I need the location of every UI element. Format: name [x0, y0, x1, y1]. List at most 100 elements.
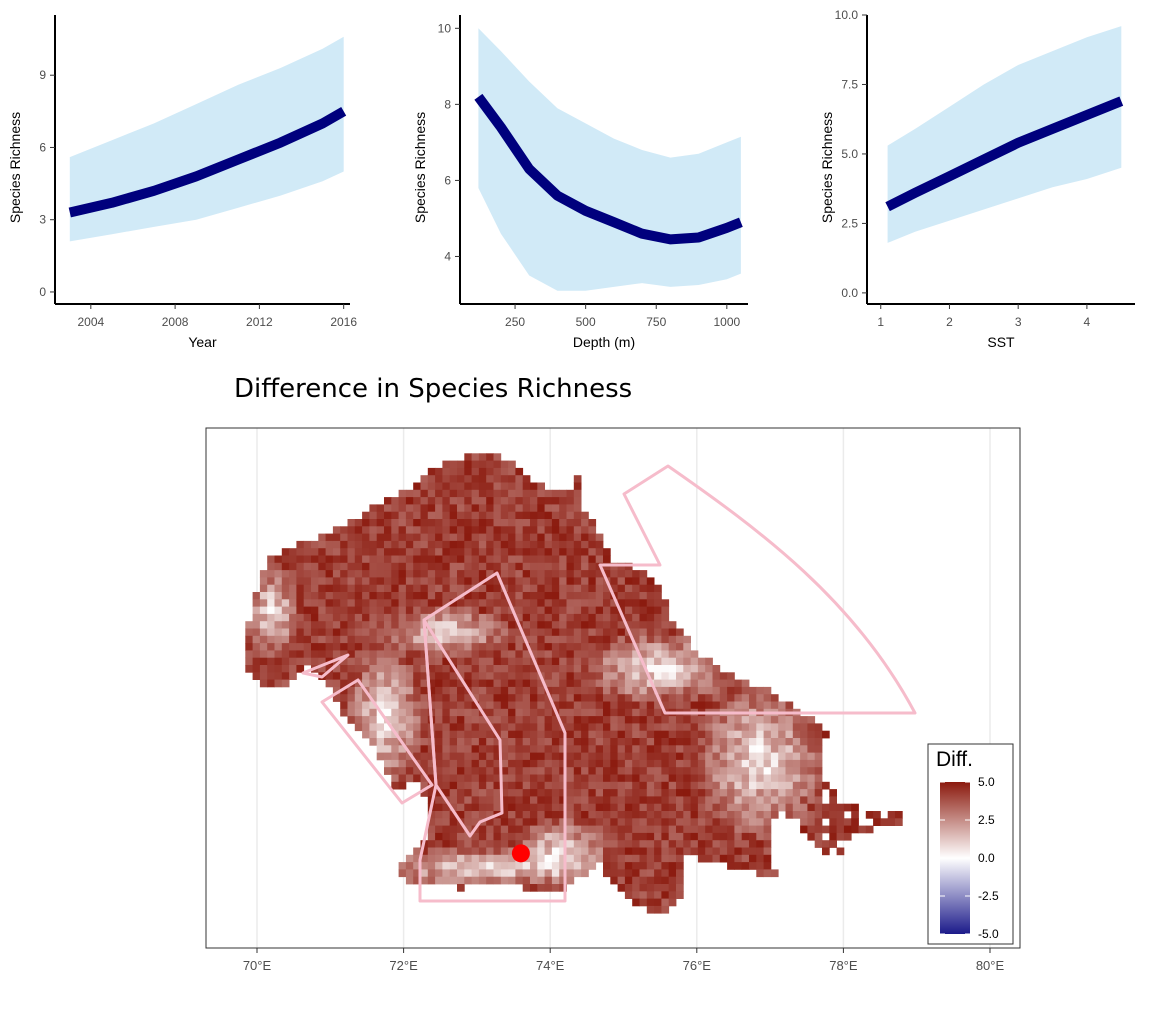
raster-cell [756, 730, 764, 739]
raster-cell [566, 862, 575, 870]
raster-cell [676, 884, 684, 892]
raster-cell [435, 599, 443, 607]
raster-cell [610, 716, 618, 724]
raster-cell [712, 759, 721, 768]
raster-cell [719, 854, 728, 863]
raster-cell [785, 745, 794, 753]
raster-cell [515, 686, 524, 695]
raster-cell [756, 774, 764, 783]
raster-cell [654, 832, 662, 841]
raster-cell [259, 613, 268, 622]
raster-cell [442, 489, 451, 498]
raster-cell [486, 811, 494, 819]
raster-cell [749, 759, 757, 768]
raster-cell [457, 540, 465, 549]
raster-cell [822, 825, 830, 834]
raster-cell [661, 832, 670, 841]
raster-cell [347, 708, 356, 717]
raster-cell [770, 767, 779, 775]
raster-cell [632, 869, 640, 878]
raster-cell [332, 599, 341, 607]
raster-cell [690, 650, 699, 659]
raster-cell [405, 701, 414, 710]
raster-cell [617, 796, 626, 805]
raster-cell [267, 570, 275, 578]
raster-cell [551, 679, 560, 688]
raster-cell [515, 708, 524, 717]
raster-cell [413, 672, 421, 680]
raster-cell [654, 708, 662, 717]
raster-cell [398, 555, 407, 564]
raster-cell [508, 862, 516, 870]
raster-cell [274, 606, 283, 615]
raster-cell [442, 708, 451, 717]
raster-cell [464, 548, 472, 556]
raster-cell [522, 694, 531, 702]
raster-cell [376, 643, 385, 651]
raster-cell [478, 533, 487, 542]
raster-cell [500, 460, 509, 469]
raster-cell [690, 803, 699, 812]
raster-cell [384, 759, 392, 768]
raster-cell [654, 716, 662, 724]
raster-cell [646, 650, 655, 659]
raster-cell [245, 628, 253, 637]
raster-cell [566, 519, 575, 527]
raster-cell [398, 599, 407, 607]
raster-cell [610, 672, 618, 680]
raster-cell [537, 570, 545, 578]
raster-cell [551, 526, 560, 534]
raster-cell [384, 643, 392, 651]
raster-cell [566, 672, 575, 680]
raster-cell [537, 869, 545, 878]
raster-cell [500, 716, 509, 724]
raster-cell [814, 774, 823, 783]
raster-cell [610, 803, 618, 812]
raster-cell [544, 679, 553, 688]
raster-cell [515, 832, 524, 841]
raster-cell [770, 789, 779, 797]
raster-cell [632, 599, 640, 607]
raster-cell [245, 657, 253, 666]
raster-cell [457, 475, 465, 483]
raster-cell [566, 570, 575, 578]
raster-cell [508, 482, 516, 491]
raster-cell [427, 665, 436, 673]
raster-cell [595, 708, 604, 717]
raster-cell [369, 606, 378, 615]
raster-cell [792, 767, 801, 775]
raster-cell [603, 862, 611, 870]
raster-cell [500, 548, 509, 556]
raster-cell [705, 854, 713, 863]
raster-cell [624, 759, 633, 768]
raster-cell [551, 811, 560, 819]
raster-cell [391, 533, 399, 542]
raster-cell [471, 453, 480, 461]
raster-cell [398, 657, 407, 666]
raster-cell [763, 767, 772, 775]
raster-cell [340, 562, 348, 571]
raster-cell [281, 599, 290, 607]
raster-cell [500, 606, 509, 615]
raster-cell [413, 686, 421, 695]
raster-cell [522, 621, 531, 629]
raster-cell [727, 738, 735, 746]
raster-cell [427, 847, 436, 856]
raster-cell [588, 621, 597, 629]
raster-cell [442, 533, 451, 542]
raster-cell [515, 723, 524, 732]
raster-cell [435, 467, 443, 476]
raster-cell [435, 577, 443, 586]
raster-cell [435, 679, 443, 688]
raster-cell [632, 811, 640, 819]
raster-cell [405, 599, 414, 607]
raster-cell [756, 745, 764, 753]
raster-cell [537, 803, 545, 812]
raster-cell [478, 628, 487, 637]
raster-cell [668, 628, 677, 637]
raster-cell [384, 592, 392, 600]
raster-cell [581, 584, 589, 593]
raster-cell [697, 738, 706, 746]
raster-cell [457, 621, 465, 629]
raster-cell [478, 613, 487, 622]
